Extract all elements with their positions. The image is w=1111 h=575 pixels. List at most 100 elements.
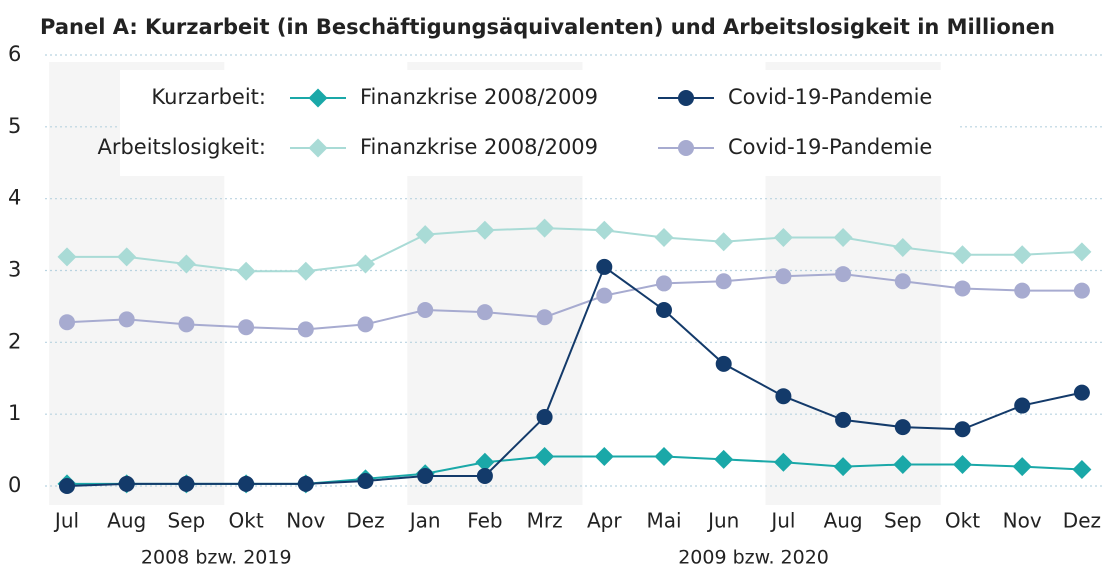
- marker: [953, 454, 972, 474]
- y-tick-label: 6: [8, 42, 21, 66]
- marker: [954, 421, 971, 438]
- x-tick-label: Feb: [467, 509, 502, 533]
- marker: [118, 475, 135, 492]
- y-tick-label: 5: [8, 114, 21, 138]
- marker: [1012, 457, 1032, 477]
- x-tick-label: Mai: [646, 509, 681, 533]
- marker: [57, 247, 77, 267]
- marker: [835, 411, 852, 428]
- marker: [296, 261, 316, 281]
- marker: [594, 220, 614, 240]
- legend-marker: [308, 138, 328, 158]
- marker: [775, 388, 792, 405]
- marker: [654, 227, 674, 247]
- y-tick-label: 1: [8, 401, 21, 425]
- marker: [118, 311, 135, 328]
- marker: [357, 316, 374, 333]
- marker: [297, 321, 314, 338]
- marker: [714, 449, 734, 469]
- marker: [1073, 384, 1090, 401]
- marker: [238, 475, 255, 492]
- marker: [238, 319, 255, 336]
- marker: [178, 316, 195, 333]
- x-tick-label: Dez: [346, 509, 384, 533]
- marker: [357, 472, 374, 489]
- marker: [594, 447, 614, 467]
- marker: [773, 227, 793, 247]
- x-tick-label: Okt: [945, 509, 980, 533]
- marker: [656, 275, 672, 292]
- marker: [715, 273, 732, 290]
- marker: [535, 447, 555, 467]
- x-tick-label: Okt: [229, 509, 264, 533]
- x-tick-label: Jul: [769, 509, 795, 533]
- y-tick-label: 0: [8, 473, 21, 497]
- marker: [117, 247, 137, 267]
- chart-title: Panel A: Kurzarbeit (in Beschäftigungsäq…: [40, 15, 1055, 39]
- marker: [893, 238, 913, 258]
- x-tick-label: Sep: [168, 509, 206, 533]
- marker: [715, 355, 732, 372]
- marker: [833, 457, 853, 477]
- marker: [59, 478, 75, 494]
- legend-marker: [678, 140, 694, 156]
- marker: [536, 409, 553, 426]
- x-tick-label: Jul: [53, 509, 79, 533]
- x-tick-label: Dez: [1063, 509, 1101, 533]
- marker: [654, 447, 674, 467]
- marker: [417, 467, 434, 484]
- y-tick-label: 2: [8, 329, 21, 353]
- marker: [656, 302, 672, 319]
- marker: [894, 419, 911, 436]
- marker: [775, 268, 792, 285]
- x-group-label: 2008 bzw. 2019: [141, 547, 292, 569]
- series-line: [67, 227, 1082, 273]
- marker: [894, 273, 911, 290]
- marker: [835, 266, 852, 283]
- legend-label: Covid-19-Pandemie: [728, 135, 932, 159]
- marker: [1014, 397, 1031, 414]
- marker: [475, 452, 495, 472]
- x-tick-label: Aug: [824, 509, 863, 533]
- marker: [356, 254, 375, 274]
- marker: [535, 218, 555, 238]
- legend-box: [120, 70, 960, 176]
- marker: [297, 475, 314, 492]
- x-tick-label: Aug: [107, 509, 146, 533]
- marker: [1012, 245, 1032, 265]
- marker: [236, 261, 256, 281]
- marker: [954, 280, 971, 297]
- marker: [596, 287, 613, 304]
- legend-label: Covid-19-Pandemie: [728, 85, 932, 109]
- x-group-label: 2009 bzw. 2020: [678, 547, 829, 569]
- marker: [1073, 282, 1090, 299]
- marker: [475, 220, 495, 240]
- marker: [476, 467, 493, 484]
- marker: [1072, 459, 1092, 479]
- marker: [176, 254, 196, 274]
- y-tick-label: 3: [8, 258, 21, 282]
- marker: [833, 227, 853, 247]
- legend-group-label: Kurzarbeit:: [151, 85, 266, 109]
- marker: [953, 245, 972, 265]
- legend-marker: [678, 90, 694, 106]
- marker: [178, 475, 195, 492]
- marker: [476, 304, 493, 321]
- x-tick-label: Jan: [408, 509, 441, 533]
- marker: [536, 309, 553, 326]
- legend-group-label: Arbeitslosigkeit:: [97, 135, 266, 159]
- marker: [1014, 282, 1031, 299]
- marker: [1072, 242, 1092, 262]
- marker: [415, 225, 435, 245]
- y-tick-label: 4: [8, 186, 21, 210]
- x-tick-label: Jun: [706, 509, 739, 533]
- x-tick-label: Mrz: [527, 509, 563, 533]
- x-tick-label: Apr: [587, 509, 622, 533]
- marker: [59, 314, 75, 331]
- legend-label: Finanzkrise 2008/2009: [360, 85, 598, 109]
- series-line: [66, 273, 1082, 331]
- x-tick-label: Nov: [286, 509, 325, 533]
- legend-label: Finanzkrise 2008/2009: [360, 135, 598, 159]
- x-tick-label: Sep: [884, 509, 922, 533]
